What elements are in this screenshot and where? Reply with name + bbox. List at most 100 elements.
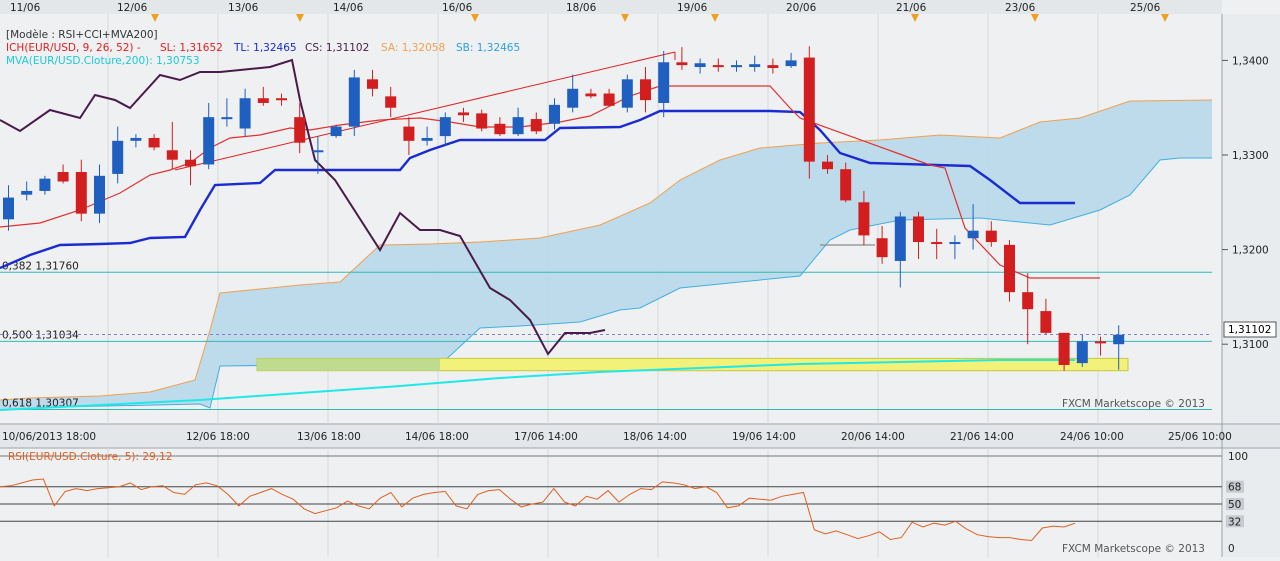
rsi-tick-label: 32 bbox=[1228, 516, 1241, 528]
time-axis-strip bbox=[0, 424, 1280, 448]
candle[interactable] bbox=[1058, 332, 1070, 371]
candle[interactable] bbox=[257, 86, 269, 106]
rsi-tick-label: 0 bbox=[1228, 543, 1235, 555]
candle[interactable] bbox=[294, 102, 306, 154]
candle-body bbox=[858, 202, 870, 236]
candle[interactable] bbox=[112, 126, 124, 184]
candle[interactable] bbox=[731, 60, 742, 72]
candle[interactable] bbox=[985, 221, 997, 247]
candle[interactable] bbox=[148, 134, 160, 151]
candle[interactable] bbox=[803, 46, 815, 179]
candle[interactable] bbox=[694, 58, 706, 74]
legend-cs: CS: 1,31102 bbox=[305, 42, 369, 54]
candle[interactable] bbox=[458, 107, 469, 122]
candle-body bbox=[1022, 292, 1034, 310]
candle[interactable] bbox=[949, 235, 961, 260]
candle[interactable] bbox=[476, 109, 488, 132]
candle[interactable] bbox=[640, 67, 651, 113]
candle-body bbox=[403, 126, 415, 141]
candle[interactable] bbox=[876, 225, 888, 264]
candle[interactable] bbox=[785, 52, 797, 68]
candle[interactable] bbox=[39, 175, 51, 195]
candle[interactable] bbox=[130, 134, 142, 148]
candlesticks[interactable] bbox=[3, 46, 1125, 371]
candle[interactable] bbox=[858, 190, 870, 245]
candle[interactable] bbox=[712, 58, 724, 72]
candle-body bbox=[840, 169, 852, 201]
candle-body bbox=[3, 197, 14, 220]
candle[interactable] bbox=[494, 117, 506, 137]
cloud-area bbox=[0, 100, 1212, 410]
candle[interactable] bbox=[676, 47, 688, 70]
candle[interactable] bbox=[1113, 325, 1125, 370]
candle[interactable] bbox=[367, 69, 378, 97]
candle[interactable] bbox=[1095, 336, 1106, 356]
candle[interactable] bbox=[330, 124, 342, 138]
candle[interactable] bbox=[439, 112, 451, 146]
candle-body bbox=[822, 161, 833, 170]
candle[interactable] bbox=[822, 155, 833, 174]
candle[interactable] bbox=[203, 102, 215, 170]
top-date-label: 11/06 bbox=[10, 2, 41, 14]
candle-body bbox=[931, 242, 943, 245]
candle[interactable] bbox=[931, 228, 943, 260]
top-date-labels: 11/06 12/06 13/06 14/06 16/06 18/06 19/06 20/06… bbox=[10, 2, 1169, 22]
candle[interactable] bbox=[185, 150, 196, 186]
candle[interactable] bbox=[603, 88, 615, 106]
candle[interactable] bbox=[1040, 298, 1052, 335]
candle[interactable] bbox=[421, 126, 433, 146]
candle[interactable] bbox=[385, 86, 397, 118]
support-zone-overlap bbox=[257, 358, 440, 371]
candle[interactable] bbox=[512, 107, 524, 137]
mva200-line bbox=[0, 359, 1075, 411]
candle-body bbox=[130, 137, 142, 141]
candle[interactable] bbox=[894, 211, 906, 288]
candle-body bbox=[94, 175, 105, 214]
top-date-label: 16/06 bbox=[442, 2, 473, 14]
candle[interactable] bbox=[166, 121, 178, 170]
candle[interactable] bbox=[1076, 334, 1088, 367]
candle-body bbox=[1004, 244, 1015, 293]
event-marker bbox=[911, 14, 919, 22]
legend-sa: SA: 1,32058 bbox=[381, 42, 445, 54]
candle-body bbox=[876, 238, 888, 258]
candle[interactable] bbox=[94, 164, 105, 224]
rsi-plot-area[interactable] bbox=[0, 448, 1222, 557]
candle[interactable] bbox=[749, 55, 761, 72]
candle-body bbox=[1058, 332, 1070, 366]
candle[interactable] bbox=[840, 162, 852, 203]
candle[interactable] bbox=[403, 117, 415, 155]
candle[interactable] bbox=[658, 50, 670, 118]
candle[interactable] bbox=[585, 88, 597, 99]
tenkan-line bbox=[0, 85, 1100, 279]
rsi-watermark: FXCM Marketscope © 2013 bbox=[1062, 543, 1205, 555]
candle[interactable] bbox=[221, 98, 233, 127]
candle[interactable] bbox=[913, 211, 924, 260]
candle[interactable] bbox=[75, 159, 87, 222]
candle[interactable] bbox=[567, 74, 579, 113]
candle[interactable] bbox=[1004, 240, 1015, 302]
candle[interactable] bbox=[621, 74, 633, 113]
time-axis-label: 17/06 14:00 bbox=[514, 431, 578, 443]
candle[interactable] bbox=[3, 185, 14, 231]
senkou-b-line bbox=[0, 157, 1212, 411]
candle[interactable] bbox=[1022, 273, 1034, 345]
candle[interactable] bbox=[967, 204, 979, 250]
candle-body bbox=[640, 79, 651, 101]
candle[interactable] bbox=[239, 88, 251, 137]
candle[interactable] bbox=[276, 93, 287, 106]
candle[interactable] bbox=[21, 181, 33, 201]
top-date-label: 19/06 bbox=[677, 2, 708, 14]
rsi-tick-label: 50 bbox=[1228, 499, 1241, 511]
candle[interactable] bbox=[57, 164, 69, 184]
event-marker bbox=[296, 14, 304, 22]
candle-body bbox=[512, 117, 524, 135]
candle[interactable] bbox=[348, 69, 360, 137]
candle[interactable] bbox=[767, 58, 779, 74]
event-marker bbox=[1031, 14, 1039, 22]
candle[interactable] bbox=[312, 136, 324, 174]
candle[interactable] bbox=[549, 98, 560, 130]
candle[interactable] bbox=[530, 112, 542, 135]
